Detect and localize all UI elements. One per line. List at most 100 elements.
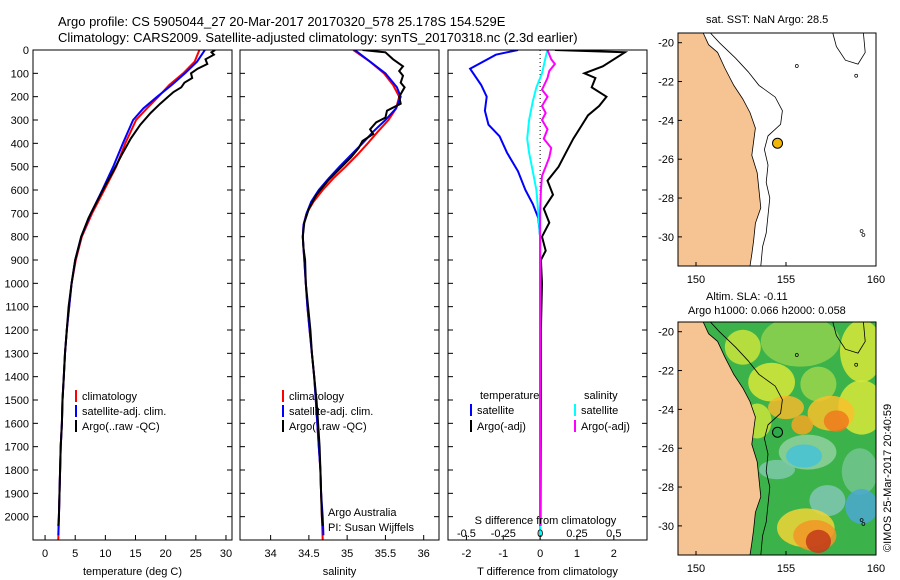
y-tick-label: 100 xyxy=(11,68,29,80)
map-y-tick-label: -24 xyxy=(658,404,674,416)
y-tick-label: 400 xyxy=(11,138,29,150)
island-0 xyxy=(794,64,799,68)
map-x-tick-label: 160 xyxy=(867,274,885,286)
bathymetry-contour xyxy=(710,322,783,555)
sla-anomaly-7 xyxy=(768,395,804,420)
x-tick-label: 2 xyxy=(611,548,617,560)
plot-frame-temperature xyxy=(32,49,233,541)
sla-anomaly-11 xyxy=(759,459,795,480)
y-tick-label: 1600 xyxy=(5,418,29,430)
x-tick-label: 34 xyxy=(264,548,276,560)
figure-title-line1: Argo profile: CS 5905044_27 20-Mar-2017 … xyxy=(58,14,506,29)
sla-anomaly-13 xyxy=(809,485,846,517)
x-tick-label: 36 xyxy=(418,548,430,560)
y-tick-label: 1000 xyxy=(5,278,29,290)
x-tick-label: 5 xyxy=(72,548,78,560)
legend-label-0: climatology xyxy=(289,391,345,403)
map-y-tick-label: -30 xyxy=(658,232,674,244)
argo-location-marker xyxy=(772,426,784,438)
legend-heading-salinity: salinity xyxy=(584,390,618,402)
sla-map-title-line1: Altim. SLA: -0.11 xyxy=(706,291,788,303)
land-coastline xyxy=(678,33,762,266)
y-tick-label: 1900 xyxy=(5,488,29,500)
land-coastline xyxy=(678,322,762,555)
x-tick-label: 0 xyxy=(537,548,543,560)
x-tick-label: 30 xyxy=(220,548,232,560)
map-y-tick-label: -22 xyxy=(658,366,674,378)
y-tick-label: 900 xyxy=(11,255,29,267)
y-tick-label: 300 xyxy=(11,115,29,127)
x-tick-label: 1 xyxy=(574,548,580,560)
x-tick-label: -1 xyxy=(498,548,508,560)
sla-anomaly-14 xyxy=(845,488,876,524)
sst-map-title: sat. SST: NaN Argo: 28.5 xyxy=(706,14,829,26)
legend-label-2: Argo(..raw -QC) xyxy=(289,421,367,433)
map-x-tick-label: 155 xyxy=(777,274,795,286)
island-3 xyxy=(861,233,866,237)
x-tick-label: 35 xyxy=(341,548,353,560)
legend-salinity: climatology satellite-adj. clim. Argo(..ra… xyxy=(282,390,373,433)
x-tick-label: 10 xyxy=(99,548,111,560)
imos-credit: ©IMOS 25-Mar-2017 20:40:59 xyxy=(882,403,894,552)
y-tick-label: 1200 xyxy=(5,325,29,337)
island-2 xyxy=(859,229,864,233)
x-axis-label-salinity: salinity xyxy=(323,566,357,578)
y-tick-label: 500 xyxy=(11,162,29,174)
legend-label-1: satellite-adj. clim. xyxy=(289,406,373,418)
map-frame xyxy=(677,321,877,556)
map-y-tick-label: -20 xyxy=(658,327,674,339)
sla-anomaly-0 xyxy=(760,322,840,367)
x-tick-label: 15 xyxy=(129,548,141,560)
map-y-tick-label: -26 xyxy=(658,154,674,166)
sla-anomaly-3 xyxy=(800,366,837,402)
sla-anomaly-6 xyxy=(823,410,850,432)
annotation-line2: PI: Susan Wijffels xyxy=(328,522,414,534)
series-group-difference xyxy=(468,50,629,540)
map-x-tick-label: 155 xyxy=(777,563,795,575)
sla-anomaly-1 xyxy=(840,322,876,383)
chart-panel-difference: -2 -1 0 1 2 T difference from climatology -0.5… xyxy=(447,49,648,578)
map-x-tick-label: 160 xyxy=(867,563,885,575)
y-tick-label: 800 xyxy=(11,232,29,244)
map-y-tick-label: -20 xyxy=(658,38,674,50)
series-line-salinity-2 xyxy=(301,50,406,527)
map-panel-sst-map: 150 155 160 -20 -22 -24 -26 -28 -30 xyxy=(658,32,885,286)
island-2 xyxy=(859,518,864,522)
y-tick-label: 700 xyxy=(11,208,29,220)
top-x-tick-label: 0.25 xyxy=(566,528,587,540)
map-content-sla-map xyxy=(678,322,876,555)
top-x-axis-label: S difference from climatology xyxy=(475,515,617,527)
x-tick-label: 20 xyxy=(160,548,172,560)
legend-temperature: climatology satellite-adj. clim. Argo(..ra… xyxy=(75,390,166,433)
chart-panel-salinity: 34 34.5 35 35.5 36 salinity climatology satelli… xyxy=(239,49,440,578)
legend-label-3: Argo(-adj) xyxy=(581,421,630,433)
plot-frame-salinity xyxy=(239,49,440,541)
figure-title-line2: Climatology: CARS2009. Satellite-adjuste… xyxy=(58,30,578,45)
chart-panel-temperature: 0100200300400500600700800900100011001200… xyxy=(5,45,233,578)
x-tick-label: 34.5 xyxy=(298,548,319,560)
map-y-tick-label: -24 xyxy=(658,115,674,127)
sla-anomaly-19 xyxy=(724,329,761,365)
top-x-tick-label: -0.5 xyxy=(457,528,476,540)
bathymetry-contour-2 xyxy=(832,322,866,354)
sla-anomaly-8 xyxy=(791,415,813,435)
x-axis-label-temperature: temperature (deg C) xyxy=(83,566,182,578)
map-x-tick-label: 150 xyxy=(687,274,705,286)
series-line-temperature-2 xyxy=(57,50,216,527)
top-x-tick-label: 0 xyxy=(537,528,543,540)
x-tick-label: 35.5 xyxy=(375,548,396,560)
series-group-temperature xyxy=(57,50,216,540)
map-y-tick-label: -28 xyxy=(658,482,674,494)
x-axis-label-difference: T difference from climatology xyxy=(477,566,618,578)
map-panel-sla-map: 150 155 160 -20 -22 -24 -26 -28 -30 xyxy=(658,321,885,575)
y-tick-label: 1700 xyxy=(5,442,29,454)
y-tick-label: 1500 xyxy=(5,395,29,407)
top-x-tick-label: 0.5 xyxy=(606,528,621,540)
y-tick-label: 200 xyxy=(11,92,29,104)
map-y-tick-label: -22 xyxy=(658,77,674,89)
y-tick-label: 1100 xyxy=(5,302,29,314)
y-tick-label: 2000 xyxy=(5,512,29,524)
island-1 xyxy=(854,73,859,78)
map-y-tick-label: -28 xyxy=(658,193,674,205)
sla-anomaly-12 xyxy=(841,448,876,495)
